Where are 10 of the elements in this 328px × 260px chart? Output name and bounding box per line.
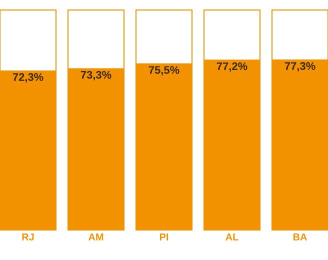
data-label: 73,3% bbox=[80, 70, 112, 80]
x-tick-label: AL bbox=[226, 234, 238, 240]
data-label: 77,2% bbox=[216, 62, 248, 72]
data-label: 72,3% bbox=[12, 73, 44, 83]
x-tick-label: PI bbox=[160, 234, 168, 240]
x-tick-label: RJ bbox=[22, 234, 34, 241]
x-tick-label: AM bbox=[88, 234, 104, 240]
data-label: 77,3% bbox=[284, 62, 316, 72]
x-tick-label: BA bbox=[293, 234, 307, 240]
data-label: 75,5% bbox=[148, 66, 180, 76]
